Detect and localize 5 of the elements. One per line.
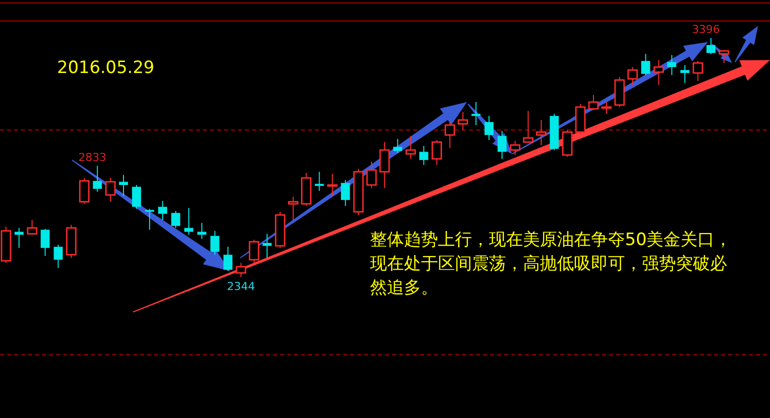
- annotation: 整体趋势上行，现在美原油在争夺50美金关口，现在处于区间震荡，高抛低吸即可，强势突破必然追多。: [370, 229, 732, 300]
- text: 2016.05.29: [57, 58, 154, 78]
- annotation: 2833: [78, 150, 106, 164]
- annotation: 3396: [692, 23, 720, 36]
- annotation: 2344: [226, 280, 255, 293]
